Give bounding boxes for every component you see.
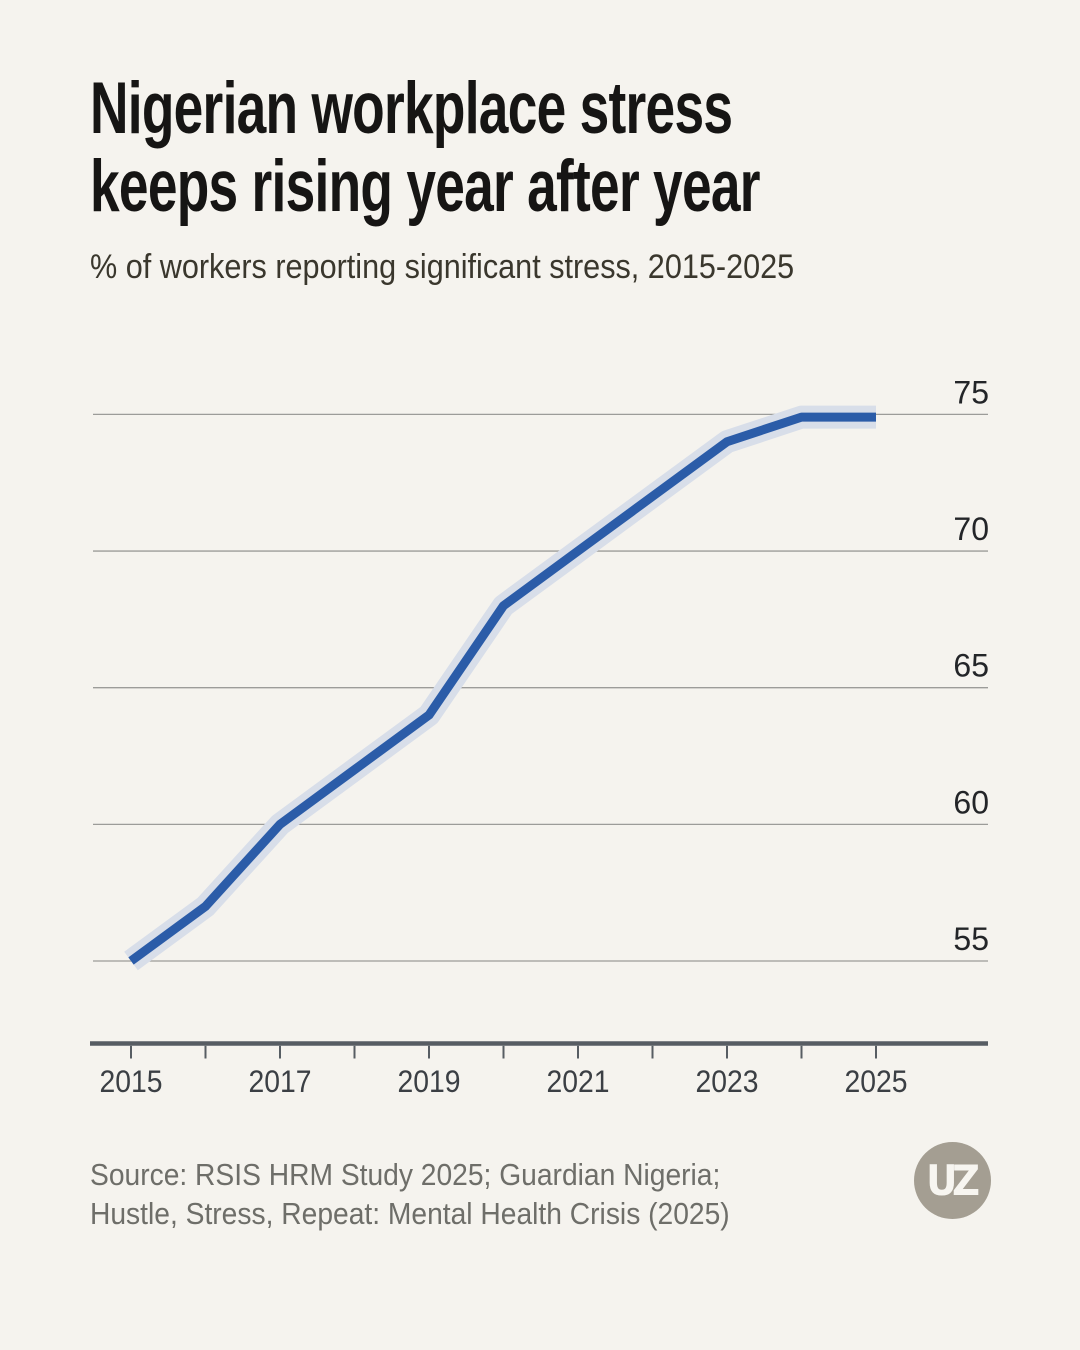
y-axis-label: 65 (953, 648, 989, 684)
line-halo (124, 405, 876, 971)
x-axis-label: 2021 (547, 1063, 610, 1099)
source-line-2: Hustle, Stress, Repeat: Mental Health Cr… (90, 1196, 730, 1231)
y-axis-label: 75 (953, 374, 989, 410)
x-axis-label: 2025 (845, 1063, 908, 1099)
brand-logo: UZ (914, 1142, 991, 1219)
page-title-line-2: keeps rising year after year (90, 146, 761, 227)
source-line-1: Source: RSIS HRM Study 2025; Guardian Ni… (90, 1157, 721, 1192)
brand-logo-monogram: UZ (926, 1156, 980, 1205)
x-axis-label: 2019 (398, 1063, 461, 1099)
x-axis-label: 2015 (100, 1063, 163, 1099)
page-title-line-1: Nigerian workplace stress (90, 68, 733, 149)
stress-line (128, 412, 876, 965)
page-title: Nigerian workplace stress keeps rising y… (90, 68, 761, 227)
source-attribution: Source: RSIS HRM Study 2025; Guardian Ni… (90, 1155, 730, 1233)
chart-subtitle: % of workers reporting significant stres… (90, 248, 795, 286)
x-axis-label: 2017 (249, 1063, 312, 1099)
y-axis-label: 60 (953, 784, 989, 820)
y-axis-label: 55 (953, 921, 989, 957)
y-axis-label: 70 (953, 511, 989, 547)
x-axis-label: 2023 (696, 1063, 759, 1099)
